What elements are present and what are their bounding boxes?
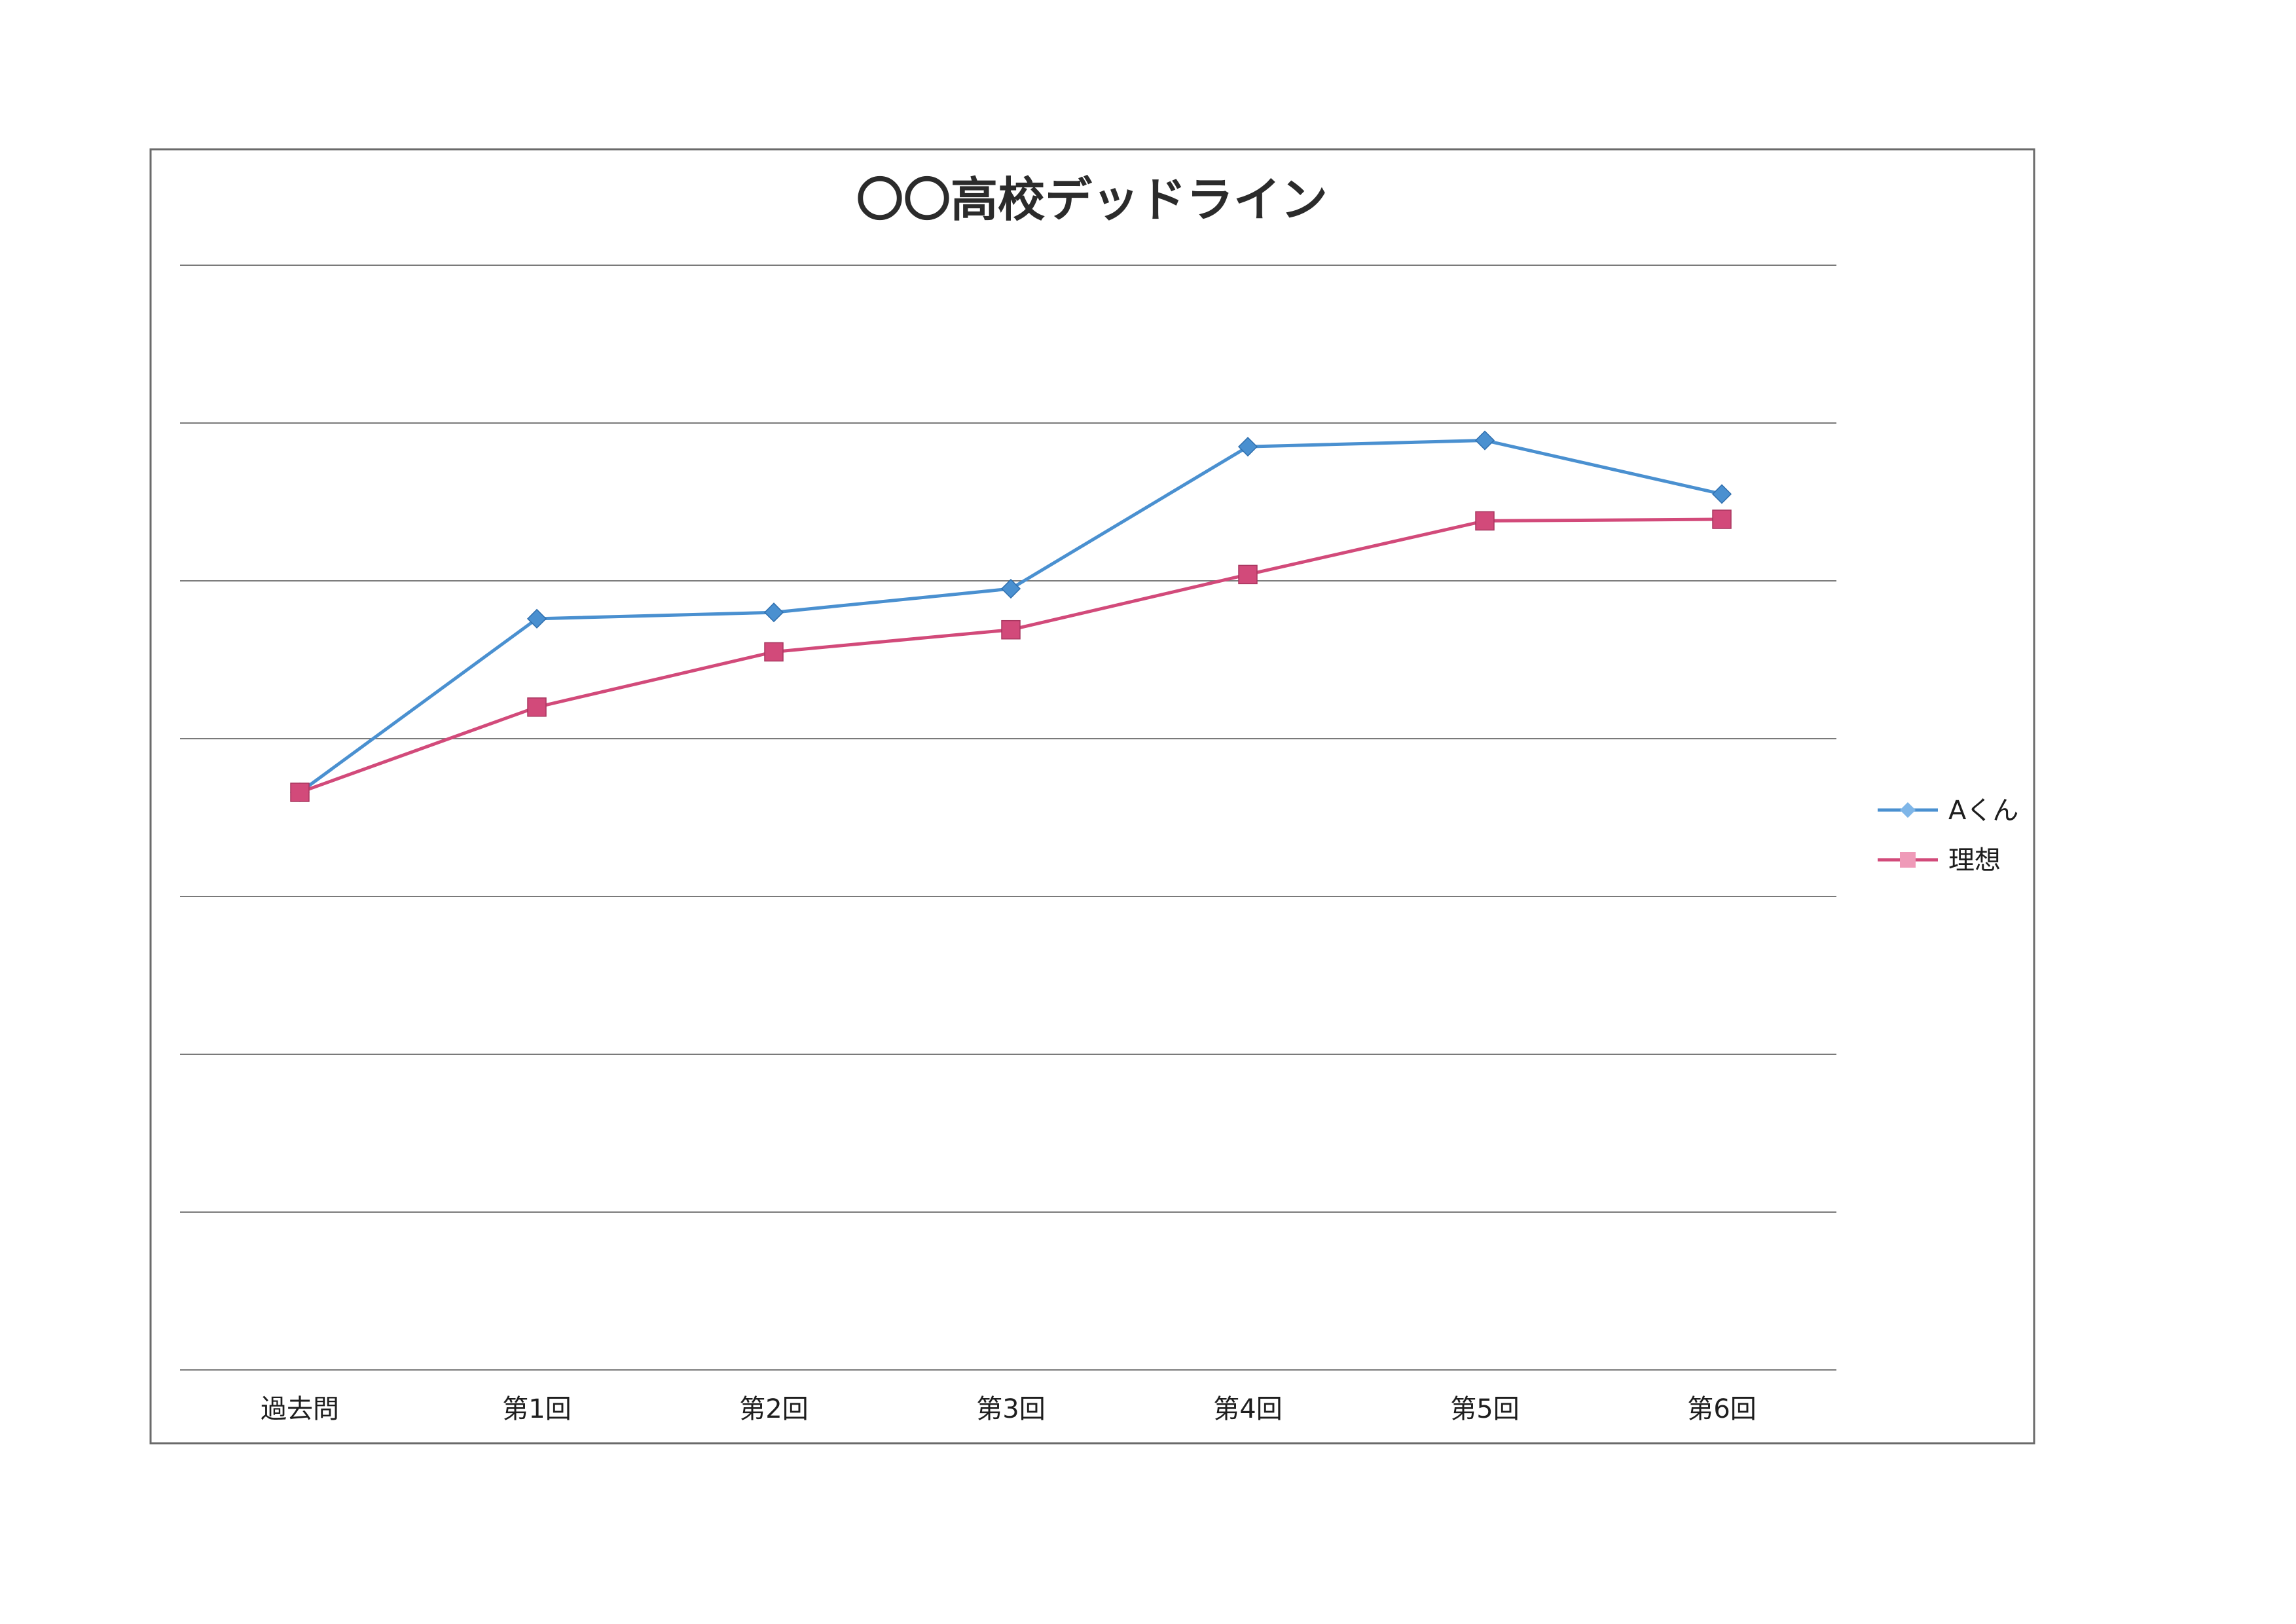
x-tick-label: 過去問 (261, 1394, 339, 1424)
data-point (1237, 437, 1258, 457)
series-layer (289, 430, 1732, 803)
x-tick-label: 第5回 (1450, 1394, 1519, 1424)
legend-entry: Aくん (1878, 796, 2018, 826)
legend-marker (1900, 802, 1916, 818)
data-point (1474, 430, 1495, 451)
chart-title: 〇〇高校デッドライン (856, 172, 1328, 227)
data-point (1711, 484, 1732, 504)
data-point (1001, 619, 1021, 640)
legend-label: 理想 (1948, 845, 2001, 876)
series-2 (290, 509, 1732, 802)
data-point (764, 642, 784, 662)
data-point (1712, 509, 1732, 529)
data-point (527, 697, 547, 717)
data-point (1000, 578, 1021, 599)
x-tick-label: 第1回 (502, 1394, 571, 1424)
data-point (763, 602, 784, 623)
x-tick-label: 第4回 (1213, 1394, 1282, 1424)
legend-entry: 理想 (1878, 845, 2001, 876)
legend-label: Aくん (1948, 796, 2018, 826)
chart-frame (149, 148, 2035, 1445)
x-axis-tick-labels: 過去問 第1回 第2回 第3回 第4回 第5回 第6回 (261, 1394, 1757, 1424)
x-tick-label: 第2回 (739, 1394, 808, 1424)
legend-marker (1900, 852, 1916, 868)
x-tick-label: 第3回 (976, 1394, 1045, 1424)
gridlines (180, 265, 1836, 1371)
data-point (290, 783, 310, 802)
data-point (526, 608, 547, 629)
data-point (1475, 511, 1495, 531)
x-tick-label: 第6回 (1687, 1394, 1756, 1424)
data-point (1238, 564, 1258, 585)
